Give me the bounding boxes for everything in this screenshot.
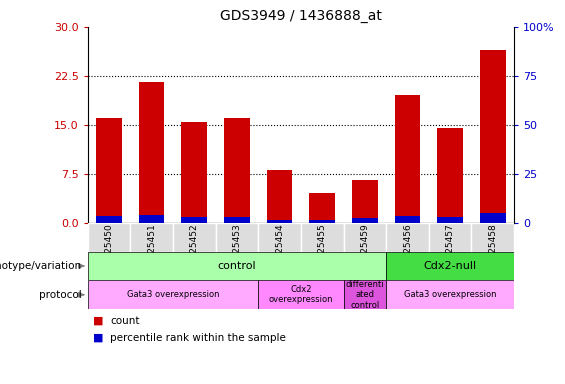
Text: Gata3 overexpression: Gata3 overexpression	[127, 290, 219, 299]
Text: ■: ■	[93, 316, 104, 326]
Text: protocol: protocol	[39, 290, 82, 300]
Bar	[88, 280, 258, 309]
Bar	[344, 223, 386, 252]
Text: ■: ■	[93, 333, 104, 343]
Bar	[386, 252, 514, 280]
Bar	[386, 223, 429, 252]
Bar	[352, 218, 377, 223]
Title: GDS3949 / 1436888_at: GDS3949 / 1436888_at	[220, 9, 382, 23]
Bar	[224, 118, 250, 223]
Bar	[437, 217, 463, 223]
Bar	[88, 252, 386, 280]
Text: genotype/variation: genotype/variation	[0, 261, 82, 271]
Bar	[480, 50, 506, 223]
Text: GSM325459: GSM325459	[360, 223, 370, 278]
Text: GSM325454: GSM325454	[275, 223, 284, 278]
Bar	[181, 217, 207, 223]
Bar	[395, 95, 420, 223]
Text: Cdx2-null: Cdx2-null	[424, 261, 477, 271]
Text: GSM325450: GSM325450	[105, 223, 114, 278]
Text: Cdx2
overexpression: Cdx2 overexpression	[268, 285, 333, 305]
Bar	[96, 216, 121, 223]
Bar	[131, 223, 173, 252]
Bar	[395, 216, 420, 223]
Bar	[267, 220, 292, 223]
Text: GSM325458: GSM325458	[488, 223, 497, 278]
Bar	[344, 280, 386, 309]
Bar	[139, 215, 164, 223]
Text: GSM325455: GSM325455	[318, 223, 327, 278]
Bar	[258, 280, 344, 309]
Bar	[173, 223, 215, 252]
Bar	[139, 83, 164, 223]
Bar	[88, 223, 131, 252]
Text: count: count	[110, 316, 140, 326]
Bar	[258, 223, 301, 252]
Text: GSM325457: GSM325457	[446, 223, 455, 278]
Bar	[429, 223, 471, 252]
Bar	[224, 217, 250, 223]
Text: percentile rank within the sample: percentile rank within the sample	[110, 333, 286, 343]
Text: control: control	[218, 261, 256, 271]
Bar	[310, 220, 335, 223]
Text: GSM325451: GSM325451	[147, 223, 156, 278]
Bar	[310, 194, 335, 223]
Bar	[437, 128, 463, 223]
Text: Gata3 overexpression: Gata3 overexpression	[404, 290, 497, 299]
Text: differenti
ated
control: differenti ated control	[346, 280, 384, 310]
Bar	[480, 213, 506, 223]
Bar	[216, 223, 258, 252]
Bar	[352, 180, 377, 223]
Text: GSM325456: GSM325456	[403, 223, 412, 278]
Bar	[471, 223, 514, 252]
Bar	[96, 118, 121, 223]
Text: GSM325453: GSM325453	[232, 223, 241, 278]
Bar	[386, 280, 514, 309]
Bar	[301, 223, 344, 252]
Text: GSM325452: GSM325452	[190, 223, 199, 278]
Bar	[267, 170, 292, 223]
Bar	[181, 121, 207, 223]
